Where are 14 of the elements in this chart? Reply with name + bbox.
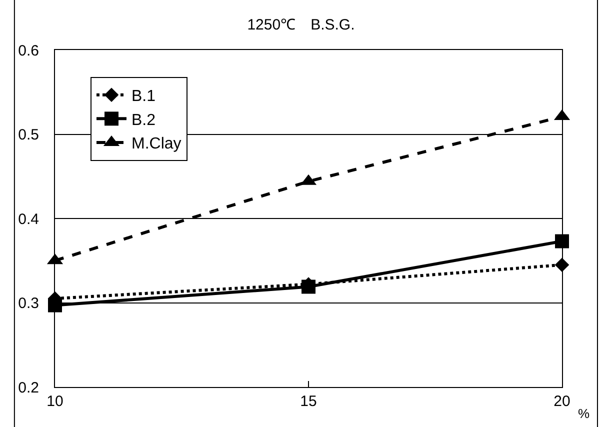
- legend-label: B.1: [131, 88, 156, 106]
- x-tick-label: 20: [554, 393, 570, 410]
- y-tick-label: 0.5: [18, 126, 39, 144]
- chart-title: 1250℃ B.S.G.: [247, 16, 355, 34]
- legend-label: M.Clay: [131, 136, 182, 153]
- x-tick-label: 15: [300, 393, 317, 410]
- y-tick-label: 0.4: [18, 210, 39, 228]
- point: [555, 234, 569, 248]
- y-tick-label: 0.6: [18, 42, 39, 60]
- x-axis-title: %: [578, 406, 590, 421]
- y-tick-label: 0.2: [18, 379, 39, 396]
- y-tick-label: 0.3: [18, 295, 39, 312]
- legend-label: B.2: [131, 112, 156, 129]
- x-tick-label: 10: [46, 393, 64, 410]
